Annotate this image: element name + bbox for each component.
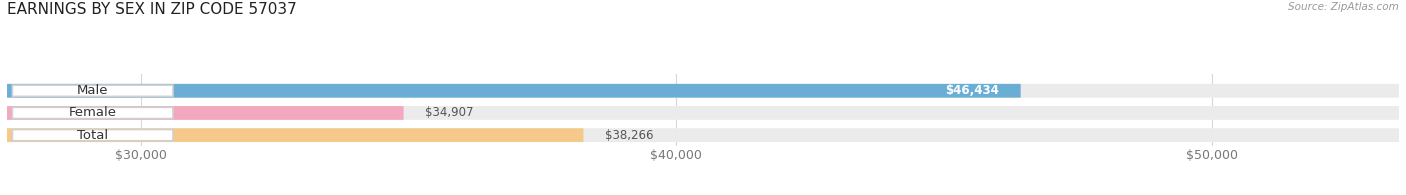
FancyBboxPatch shape [7, 128, 1399, 142]
FancyBboxPatch shape [7, 106, 404, 120]
FancyBboxPatch shape [13, 85, 173, 96]
Text: EARNINGS BY SEX IN ZIP CODE 57037: EARNINGS BY SEX IN ZIP CODE 57037 [7, 2, 297, 17]
FancyBboxPatch shape [7, 84, 1399, 98]
FancyBboxPatch shape [7, 128, 583, 142]
FancyBboxPatch shape [13, 107, 173, 119]
Text: Male: Male [77, 84, 108, 97]
Text: Female: Female [69, 106, 117, 120]
FancyBboxPatch shape [7, 106, 1399, 120]
FancyBboxPatch shape [7, 84, 1021, 98]
FancyBboxPatch shape [13, 129, 173, 141]
Text: Source: ZipAtlas.com: Source: ZipAtlas.com [1288, 2, 1399, 12]
Text: $34,907: $34,907 [425, 106, 474, 120]
Text: Total: Total [77, 129, 108, 142]
Text: $38,266: $38,266 [605, 129, 654, 142]
Text: $46,434: $46,434 [945, 84, 1000, 97]
